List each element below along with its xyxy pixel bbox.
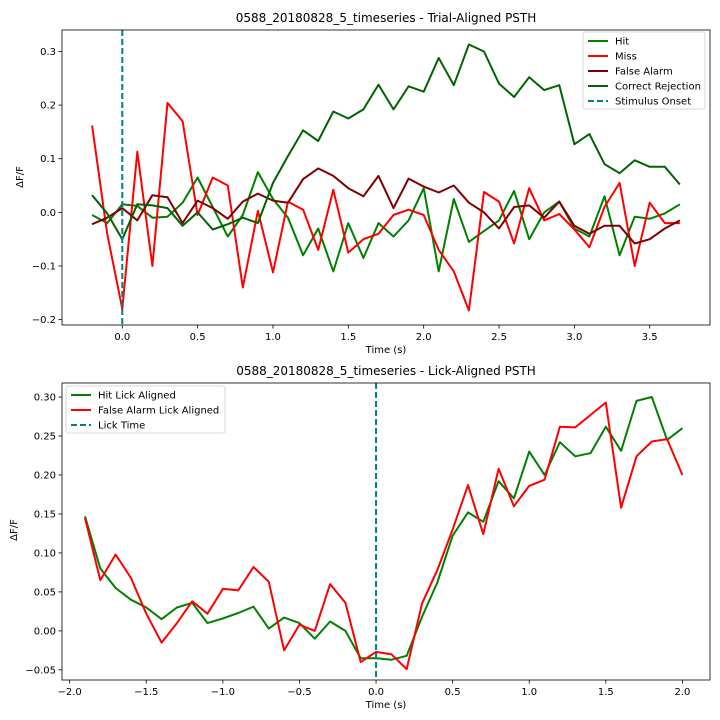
x-tick-label: 3.5: [642, 332, 658, 343]
x-tick-label: −1.5: [134, 687, 158, 698]
y-axis-label: ΔF/F: [9, 519, 20, 541]
x-tick-label: 3.0: [566, 332, 582, 343]
x-axis-label: Time (s): [365, 345, 407, 356]
legend: Hit Miss False Alarm Correct Rejection Stimu…: [582, 31, 706, 110]
y-tick-label: 0.2: [40, 101, 56, 112]
plot-frame: [61, 382, 711, 681]
legend-label: False Alarm: [615, 67, 673, 78]
series-line-false-alarm-lick-aligned: [84, 401, 684, 671]
panel-title: 0588_20180828_5_timeseries - Lick-Aligne…: [236, 364, 536, 378]
series-line-hit: [91, 171, 681, 273]
x-tick-label: 0.5: [445, 687, 461, 698]
x-tick-label: 2.5: [491, 332, 507, 343]
y-tick-label: −0.1: [32, 262, 56, 273]
legend-label: Stimulus Onset: [615, 97, 691, 108]
x-tick-label: 0.0: [368, 687, 384, 698]
y-tick-label: 0.15: [34, 509, 56, 520]
y-tick-label: 0.10: [34, 548, 56, 559]
y-tick-label: 0.1: [40, 154, 56, 165]
legend-label: Hit Lick Aligned: [98, 391, 176, 402]
y-tick-label: −0.05: [25, 665, 56, 676]
x-tick-label: 0.5: [190, 332, 206, 343]
x-tick-label: 1.5: [598, 687, 614, 698]
legend-label: Correct Rejection: [615, 82, 701, 93]
legend-label: False Alarm Lick Aligned: [98, 406, 219, 417]
y-tick-label: 0.05: [34, 587, 56, 598]
legend-box: [582, 31, 706, 110]
x-tick-label: 2.0: [674, 687, 690, 698]
series-line-miss: [91, 101, 680, 312]
y-tick-label: 0.0: [40, 208, 56, 219]
y-tick-label: 0.30: [34, 393, 56, 404]
x-tick-label: 2.0: [416, 332, 432, 343]
y-tick-label: 0.00: [34, 626, 56, 637]
legend-label: Hit: [615, 37, 629, 48]
y-tick-label: 0.20: [34, 470, 56, 481]
series-line-hit-lick-aligned: [84, 396, 684, 661]
x-tick-label: 1.5: [340, 332, 356, 343]
x-tick-label: −1.0: [211, 687, 235, 698]
y-tick-label: 0.25: [34, 432, 56, 443]
series-line-false-alarm: [91, 167, 681, 245]
x-tick-label: 0.0: [114, 332, 130, 343]
trial-aligned-panel: 0588_20180828_5_timeseries - Trial-Align…: [15, 11, 711, 356]
x-axis-label: Time (s): [365, 700, 407, 711]
x-tick-label: −0.5: [287, 687, 311, 698]
legend: Hit Lick Aligned False Alarm Lick Aligned…: [65, 385, 226, 434]
x-tick-label: 1.0: [265, 332, 281, 343]
series-line-correct-rejection: [91, 43, 681, 241]
legend-box: [65, 385, 226, 434]
legend-label: Lick Time: [98, 421, 145, 432]
panel-title: 0588_20180828_5_timeseries - Trial-Align…: [236, 11, 537, 25]
y-tick-label: 0.3: [40, 47, 56, 58]
legend-label: Miss: [615, 52, 637, 63]
plot-frame: [61, 29, 711, 326]
y-axis-label: ΔF/F: [15, 166, 26, 188]
x-tick-label: 1.0: [521, 687, 537, 698]
lick-aligned-panel: 0588_20180828_5_timeseries - Lick-Aligne…: [9, 364, 711, 711]
x-tick-label: −2.0: [58, 687, 82, 698]
y-tick-label: −0.2: [32, 315, 56, 326]
